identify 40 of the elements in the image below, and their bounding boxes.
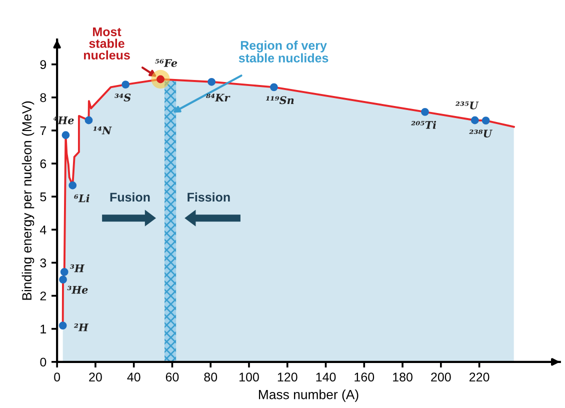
x-tick-label: 140 — [316, 372, 336, 382]
x-tick-label: 200 — [431, 372, 451, 382]
x-tick-label: 220 — [470, 372, 490, 382]
y-tick-label: 7 — [40, 126, 46, 136]
annotation: ⁶Li — [74, 194, 90, 202]
annotation: Most stable nucleus — [84, 28, 130, 60]
annotation: ¹¹⁹Sn — [266, 96, 294, 104]
annotation: ¹⁴N — [93, 126, 112, 134]
annotation: ⁸⁴Kr — [206, 94, 230, 102]
x-axis-title: Mass number (A) — [258, 390, 358, 402]
y-tick-label: 3 — [40, 258, 46, 268]
x-tick-label: 0 — [54, 372, 60, 382]
x-tick-label: 80 — [204, 372, 218, 382]
y-tick-label: 0 — [40, 358, 46, 367]
x-tick-label: 40 — [127, 372, 140, 382]
y-tick-label: 2 — [40, 292, 46, 300]
annotation: ²³⁵U — [455, 101, 479, 110]
x-tick-label: 100 — [240, 372, 259, 382]
y-tick-label: 8 — [40, 93, 46, 102]
annotation: ³⁴S — [114, 94, 131, 102]
band-label: Region of very stable nuclides — [238, 40, 328, 62]
y-tick-label: 6 — [40, 159, 46, 168]
x-tick-label: 60 — [166, 372, 179, 382]
annotation: ²⁰⁵Ti — [411, 120, 436, 129]
x-tick-label: 120 — [278, 372, 298, 382]
annotation: ⁵⁶Fe — [155, 59, 178, 67]
x-tick-label: 20 — [89, 372, 102, 382]
y-tick-label: 4 — [40, 226, 46, 234]
annotation: Fusion — [110, 192, 150, 202]
y-tick-label: 5 — [40, 192, 46, 202]
annotation: ³H — [70, 264, 85, 272]
annotation: Fission — [188, 192, 230, 202]
annotation: ²³⁸U — [469, 130, 492, 138]
annotation: ²H — [74, 323, 89, 332]
y-tick-label: 9 — [40, 60, 46, 70]
annotation: ³He — [67, 286, 88, 294]
y-axis-title: Binding energy per nucleon (MeV) — [22, 101, 34, 300]
x-tick-label: 180 — [393, 372, 412, 382]
y-tick-label: 1 — [40, 324, 46, 334]
x-tick-label: 160 — [354, 372, 374, 382]
